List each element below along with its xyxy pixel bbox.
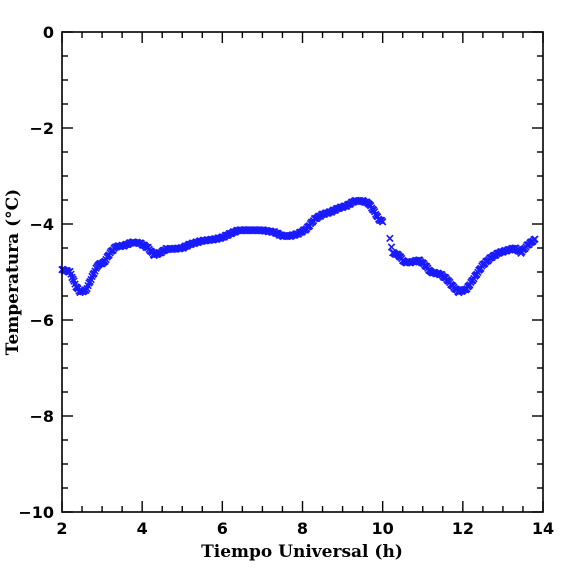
x-tick-labels: 2 4 6 8 10 12 14 — [56, 519, 554, 538]
data-point — [531, 235, 539, 243]
x-tick-label: 4 — [137, 519, 148, 538]
y-tick-label: −10 — [18, 503, 54, 522]
x-tick-label: 8 — [297, 519, 308, 538]
y-tick-labels: −10 −8 −6 −4 −2 0 — [18, 23, 54, 522]
data-point — [378, 218, 387, 226]
data-points — [58, 196, 539, 297]
y-tick-label: −4 — [29, 215, 54, 234]
plot-frame — [61, 31, 544, 513]
x-tick-label: 14 — [532, 519, 554, 538]
x-tick-label: 12 — [452, 519, 474, 538]
x-axis-label: Tiempo Universal (h) — [201, 542, 403, 562]
data-point — [386, 234, 394, 243]
axis-ticks — [61, 31, 544, 513]
x-tick-label: 10 — [372, 519, 394, 538]
x-tick-label: 2 — [56, 519, 67, 538]
y-tick-label: −2 — [29, 119, 54, 138]
y-tick-label: −8 — [29, 407, 54, 426]
y-tick-label: 0 — [43, 23, 54, 42]
data-point — [387, 243, 396, 251]
x-tick-label: 6 — [217, 519, 228, 538]
y-tick-label: −6 — [29, 311, 54, 330]
y-axis-label: Temperatura (°C) — [3, 189, 23, 355]
